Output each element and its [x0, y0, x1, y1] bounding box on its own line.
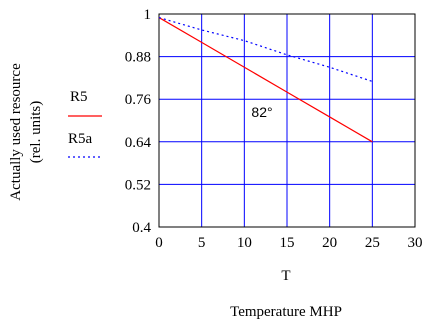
angle-annotation: 82°	[251, 104, 272, 120]
series	[158, 16, 373, 143]
y-tick-label: 0.52	[125, 177, 151, 193]
x-tick-label: 15	[280, 235, 295, 251]
y-axis-label-line-2: (rel. units)	[28, 101, 44, 163]
x-axis-sublabel: Temperature MHP	[230, 304, 342, 320]
series-line-r5	[158, 17, 373, 143]
y-tick-label: 0.88	[125, 50, 151, 66]
grid	[159, 14, 415, 227]
x-tick-label: 25	[365, 235, 380, 251]
x-tick-label: 5	[198, 235, 206, 251]
x-tick-label: 10	[237, 235, 252, 251]
legend: R5 R5a	[68, 89, 102, 158]
y-tick-label: 0.76	[125, 92, 152, 108]
x-tick-label: 30	[408, 235, 423, 251]
x-axis-label: T	[281, 268, 290, 284]
series-line-r5a	[158, 16, 373, 83]
y-tick-label: 1	[144, 7, 152, 23]
plot-frame	[158, 13, 416, 228]
x-tick-label: 20	[322, 235, 337, 251]
y-tick-label: 0.64	[125, 135, 152, 151]
tick-labels: 0 5 10 15 20 25 30 0.4 0.52 0.64 0.76 0.88 1	[125, 7, 423, 251]
y-axis-label-line-1: Actually used resource	[8, 63, 24, 201]
legend-label-r5a: R5a	[68, 131, 93, 147]
x-tick-label: 0	[155, 235, 163, 251]
legend-label-r5: R5	[70, 89, 88, 105]
y-tick-label: 0.4	[132, 220, 151, 236]
